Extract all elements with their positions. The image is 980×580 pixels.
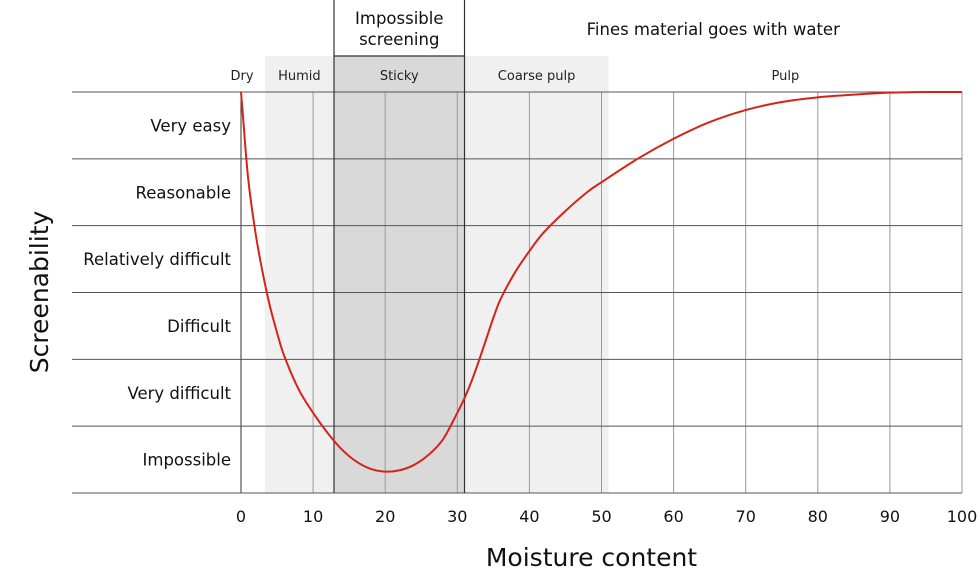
- y-category-label-relatively-difficult: Relatively difficult: [83, 250, 231, 269]
- y-category-label-very-easy: Very easy: [150, 116, 231, 135]
- x-tick-label-90: 90: [880, 507, 900, 526]
- y-category-label-reasonable: Reasonable: [136, 183, 231, 202]
- screenability-curve: [240, 90, 963, 473]
- x-tick-label-40: 40: [519, 507, 539, 526]
- zone-band-0: [219, 56, 265, 493]
- x-tick-label-0: 0: [236, 507, 246, 526]
- zone-band-4: [608, 56, 962, 493]
- x-axis-title: Moisture content: [486, 543, 697, 572]
- x-tick-label-100: 100: [947, 507, 978, 526]
- top-annotation-impossible-screening: Impossible screening: [355, 9, 444, 49]
- zone-label-pulp: Pulp: [771, 69, 799, 84]
- x-tick-label-60: 60: [663, 507, 683, 526]
- zone-band-2: [334, 56, 465, 493]
- top-annotation-fines-material: Fines material goes with water: [587, 20, 840, 39]
- y-category-label-impossible: Impossible: [143, 451, 232, 470]
- y-axis-title: Screenability: [25, 211, 54, 374]
- zone-band-3: [464, 56, 609, 493]
- x-tick-label-50: 50: [591, 507, 611, 526]
- x-tick-label-10: 10: [303, 507, 323, 526]
- x-tick-label-70: 70: [736, 507, 756, 526]
- zone-label-sticky: Sticky: [380, 69, 419, 84]
- zone-band-1: [264, 56, 335, 493]
- x-tick-label-80: 80: [808, 507, 828, 526]
- y-category-label-very-difficult: Very difficult: [127, 384, 231, 403]
- x-tick-label-20: 20: [375, 507, 395, 526]
- zone-label-dry: Dry: [231, 69, 254, 84]
- zone-label-coarse-pulp: Coarse pulp: [498, 69, 576, 84]
- y-category-label-difficult: Difficult: [167, 317, 231, 336]
- zone-label-humid: Humid: [278, 69, 321, 84]
- x-tick-label-30: 30: [447, 507, 467, 526]
